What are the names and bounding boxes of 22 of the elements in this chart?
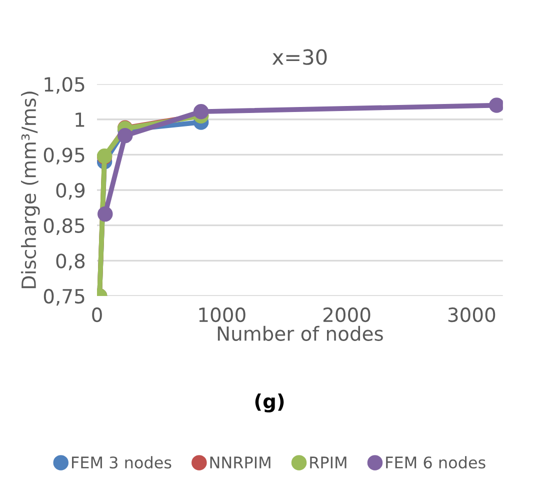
- legend-label: FEM 3 nodes: [72, 456, 172, 469]
- point: [117, 128, 133, 144]
- point: [98, 206, 113, 222]
- y-tick-label: 0,75: [44, 288, 84, 306]
- y-axis-title: Discharge (mm³/ms): [21, 92, 40, 288]
- y-tick-label: 1: [76, 112, 84, 127]
- point: [193, 104, 209, 120]
- x-tick-label: 0: [92, 307, 102, 322]
- y-tick-label: 0,95: [44, 148, 84, 164]
- x-axis-title: Number of nodes: [218, 326, 383, 341]
- legend-label: NNRPIM: [210, 456, 270, 468]
- x-tick-label: 2000: [323, 307, 370, 322]
- text: (g): [255, 393, 284, 412]
- legend-label: FEM 6 nodes: [386, 456, 486, 469]
- y-tick-label: 0,85: [44, 218, 84, 235]
- legend-label: RPIM: [310, 456, 346, 468]
- y-tick-label: 1,05: [44, 77, 84, 94]
- y-tick-label: 0,9: [56, 182, 85, 200]
- chart-title: x=30: [272, 49, 327, 65]
- y-tick-label: 0,8: [56, 254, 85, 270]
- x-tick-label: 1000: [199, 307, 246, 322]
- x-tick-label: 3000: [448, 307, 496, 322]
